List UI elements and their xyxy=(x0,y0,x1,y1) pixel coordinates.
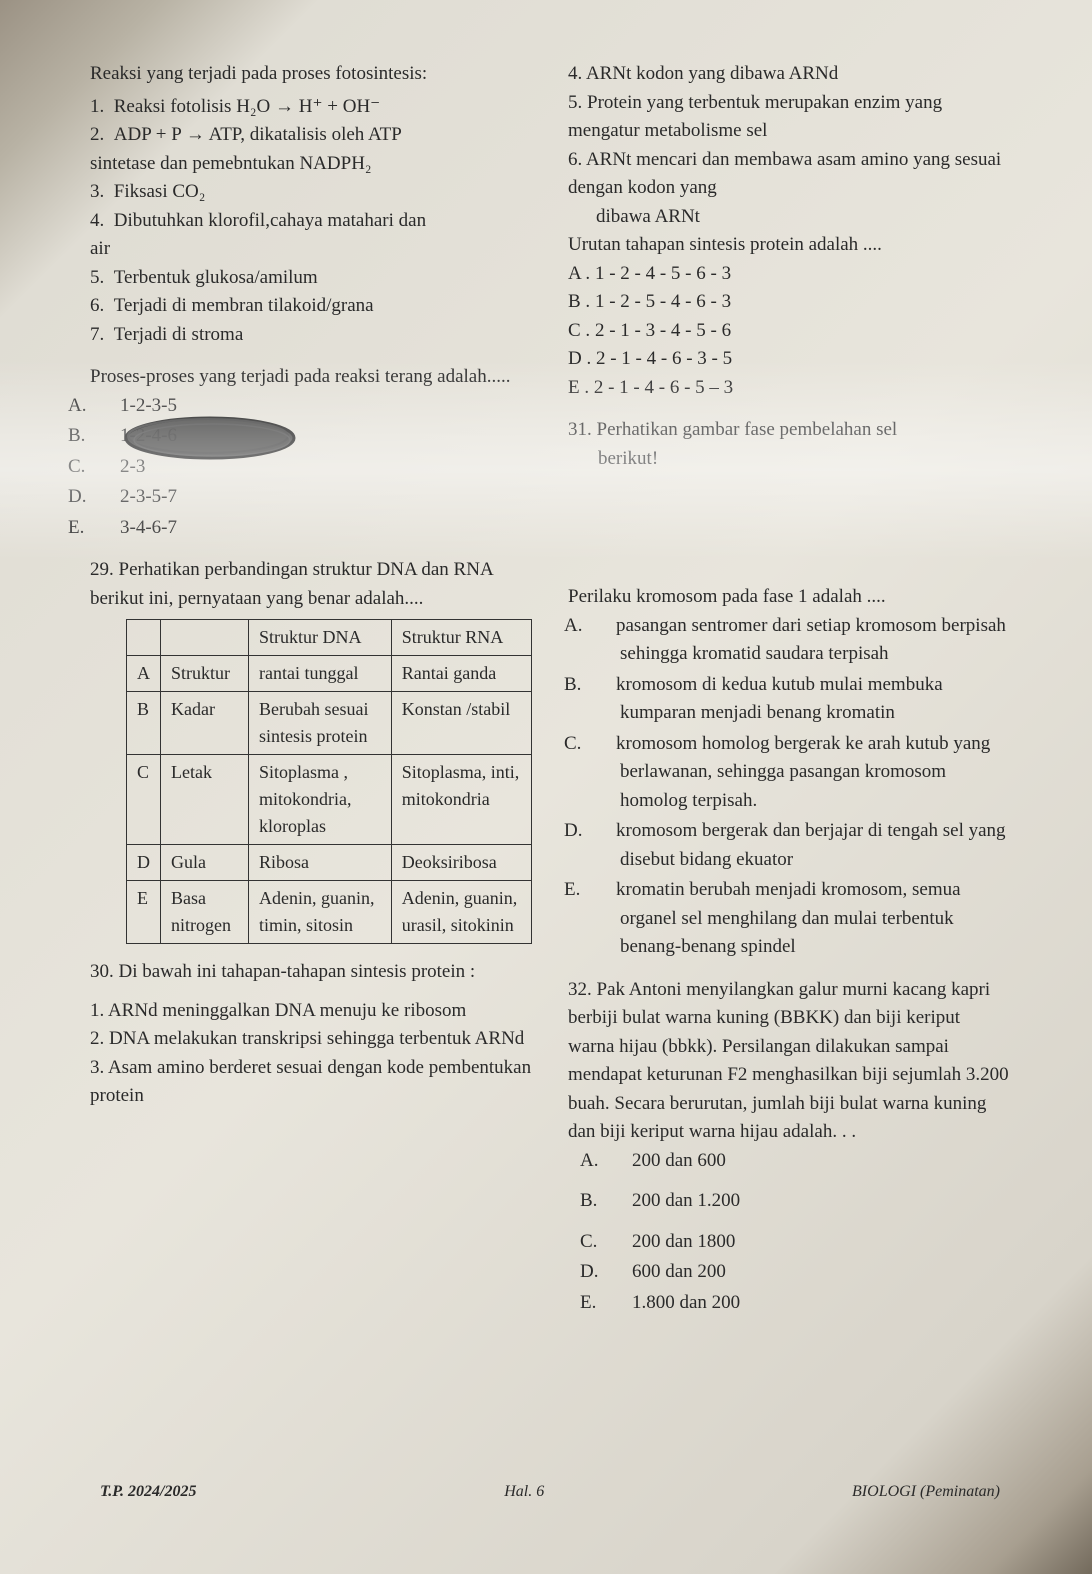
footer-tp: T.P. 2024/2025 xyxy=(100,1480,196,1504)
q32-opt-c: C.200 dan 1800 xyxy=(608,1228,1010,1257)
question-30-left: 30. Di bawah ini tahapan-tahapan sintesi… xyxy=(90,958,532,1111)
q28-item-4b: air xyxy=(90,235,532,264)
q32-opt-a: A.200 dan 600 xyxy=(608,1147,1010,1176)
q31-stem-b: berikut! xyxy=(568,445,1010,474)
cell: Rantai ganda xyxy=(391,656,531,692)
cell: Berubah sesuai sintesis protein xyxy=(248,692,391,755)
cell: Adenin, guanin, timin, sitosin xyxy=(248,881,391,944)
question-30-right: 4. ARNt kodon yang dibawa ARNd 5. Protei… xyxy=(568,60,1010,402)
q30-opt-e: E . 2 - 1 - 4 - 6 - 5 – 3 xyxy=(568,374,1010,403)
question-28: Reaksi yang terjadi pada proses fotosint… xyxy=(90,60,532,542)
cell: C xyxy=(127,755,161,845)
q28-item-5: 5. Terbentuk glukosa/amilum xyxy=(90,264,532,293)
cell xyxy=(161,620,249,656)
q28-stem: Reaksi yang terjadi pada proses fotosint… xyxy=(90,60,532,89)
cell: Konstan /stabil xyxy=(391,692,531,755)
q28-item-1: 1. Reaksi fotolisis H₂O → H⁺ + OH⁻ xyxy=(90,93,532,122)
right-column: 4. ARNt kodon yang dibawa ARNd 5. Protei… xyxy=(568,60,1010,1331)
q31-stem: 31. Perhatikan gambar fase pembelahan se… xyxy=(568,416,1010,445)
q28-item-3: 3. Fiksasi CO₂ xyxy=(90,178,532,207)
cell: Sitoplasma , mitokondria, kloroplas xyxy=(248,755,391,845)
table-row: E Basa nitrogen Adenin, guanin, timin, s… xyxy=(127,881,532,944)
cell: Struktur RNA xyxy=(391,620,531,656)
q28-opt-d: D.2-3-5-7 xyxy=(96,483,532,512)
table-row: Struktur DNA Struktur RNA xyxy=(127,620,532,656)
q30-item-3: 3. Asam amino berderet sesuai dengan kod… xyxy=(90,1054,532,1111)
q29-stem: 29. Perhatikan perbandingan struktur DNA… xyxy=(90,556,532,613)
question-29: 29. Perhatikan perbandingan struktur DNA… xyxy=(90,556,532,944)
q28-opt-e: E.3-4-6-7 xyxy=(96,514,532,543)
q32-opt-e: E.1.800 dan 200 xyxy=(608,1289,1010,1318)
q28-item-4: 4. Dibutuhkan klorofil,cahaya matahari d… xyxy=(90,207,532,236)
cell: A xyxy=(127,656,161,692)
cell: Struktur xyxy=(161,656,249,692)
q28-item-6: 6. Terjadi di membran tilakoid/grana xyxy=(90,292,532,321)
cell: E xyxy=(127,881,161,944)
table-row: C Letak Sitoplasma , mitokondria, klorop… xyxy=(127,755,532,845)
q31-opt-a: A.pasangan sentromer dari setiap kromoso… xyxy=(592,612,1010,669)
q32-options: A.200 dan 600 B.200 dan 1.200 C.200 dan … xyxy=(568,1147,1010,1318)
q30-opt-d: D . 2 - 1 - 4 - 6 - 3 - 5 xyxy=(568,345,1010,374)
question-32: 32. Pak Antoni menyilangkan galur murni … xyxy=(568,976,1010,1318)
q30-opt-b: B . 1 - 2 - 5 - 4 - 6 - 3 xyxy=(568,288,1010,317)
page-footer: T.P. 2024/2025 Hal. 6 BIOLOGI (Peminatan… xyxy=(100,1480,1000,1504)
question-31: 31. Perhatikan gambar fase pembelahan se… xyxy=(568,416,1010,962)
q31-prompt: Perilaku kromosom pada fase 1 adalah ...… xyxy=(568,583,1010,612)
q30-item-2: 2. DNA melakukan transkripsi sehingga te… xyxy=(90,1025,532,1054)
cell: Ribosa xyxy=(248,845,391,881)
q31-figure-placeholder xyxy=(568,473,1010,583)
q28-item-2: 2. ADP + P → ATP, dikatalisis oleh ATP xyxy=(90,121,532,150)
footer-page-number: Hal. 6 xyxy=(504,1480,544,1504)
q32-opt-d: D.600 dan 200 xyxy=(608,1258,1010,1287)
q30-stem: 30. Di bawah ini tahapan-tahapan sintesi… xyxy=(90,958,532,987)
q31-opt-e: E.kromatin berubah menjadi kromosom, sem… xyxy=(592,876,1010,962)
q32-opt-b: B.200 dan 1.200 xyxy=(608,1187,1010,1216)
cell: Struktur DNA xyxy=(248,620,391,656)
cell: Kadar xyxy=(161,692,249,755)
pen-mark-oval-icon xyxy=(120,412,300,464)
q29-table: Struktur DNA Struktur RNA A Struktur ran… xyxy=(126,619,532,944)
q30-item-4: 4. ARNt kodon yang dibawa ARNd xyxy=(568,60,1010,89)
cell: Sitoplasma, inti, mitokondria xyxy=(391,755,531,845)
cell xyxy=(127,620,161,656)
cell: Basa nitrogen xyxy=(161,881,249,944)
cell: D xyxy=(127,845,161,881)
two-column-layout: Reaksi yang terjadi pada proses fotosint… xyxy=(90,60,1010,1331)
table-row: B Kadar Berubah sesuai sintesis protein … xyxy=(127,692,532,755)
q31-opt-b: B.kromosom di kedua kutub mulai membuka … xyxy=(592,671,1010,728)
q31-opt-c: C.kromosom homolog bergerak ke arah kutu… xyxy=(592,730,1010,816)
q32-stem: 32. Pak Antoni menyilangkan galur murni … xyxy=(568,976,1010,1147)
cell: B xyxy=(127,692,161,755)
q28-prompt: Proses-proses yang terjadi pada reaksi t… xyxy=(90,363,532,392)
cell: Gula xyxy=(161,845,249,881)
exam-page: Reaksi yang terjadi pada proses fotosint… xyxy=(60,20,1040,1520)
q31-options: A.pasangan sentromer dari setiap kromoso… xyxy=(568,612,1010,962)
q28-item-2b: sintetase dan pemebntukan NADPH₂ xyxy=(90,150,532,179)
q30-item-6: 6. ARNt mencari dan membawa asam amino y… xyxy=(568,146,1010,203)
q30-item-6b: dibawa ARNt xyxy=(568,203,1010,232)
q30-item-1: 1. ARNd meninggalkan DNA menuju ke ribos… xyxy=(90,997,532,1026)
cell: Letak xyxy=(161,755,249,845)
table-row: A Struktur rantai tunggal Rantai ganda xyxy=(127,656,532,692)
left-column: Reaksi yang terjadi pada proses fotosint… xyxy=(90,60,532,1331)
q28-item-7: 7. Terjadi di stroma xyxy=(90,321,532,350)
q31-opt-d: D.kromosom bergerak dan berjajar di teng… xyxy=(592,817,1010,874)
cell: rantai tunggal xyxy=(248,656,391,692)
table-row: D Gula Ribosa Deoksiribosa xyxy=(127,845,532,881)
footer-subject: BIOLOGI (Peminatan) xyxy=(852,1480,1000,1504)
q30-prompt: Urutan tahapan sintesis protein adalah .… xyxy=(568,231,1010,260)
cell: Adenin, guanin, urasil, sitokinin xyxy=(391,881,531,944)
cell: Deoksiribosa xyxy=(391,845,531,881)
q30-opt-c: C . 2 - 1 - 3 - 4 - 5 - 6 xyxy=(568,317,1010,346)
q30-opt-a: A . 1 - 2 - 4 - 5 - 6 - 3 xyxy=(568,260,1010,289)
q30-item-5: 5. Protein yang terbentuk merupakan enzi… xyxy=(568,89,1010,146)
